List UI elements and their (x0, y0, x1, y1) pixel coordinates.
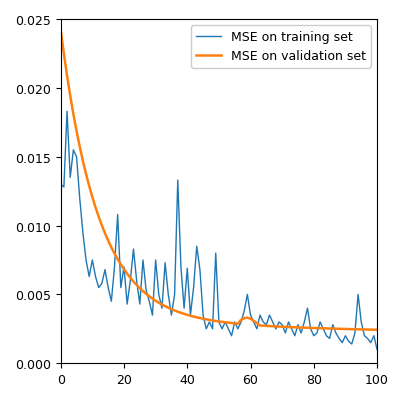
MSE on validation set (137, 286, 142, 291)
MSE on training set (283, 331, 288, 336)
Legend: MSE on training set, MSE on validation set: MSE on training set, MSE on validation s… (191, 26, 371, 68)
MSE on training set (299, 331, 303, 336)
Line: MSE on validation set: MSE on validation set (61, 31, 377, 330)
MSE on validation set (204, 317, 208, 322)
MSE on validation set (296, 325, 301, 330)
MSE on validation set (58, 28, 63, 33)
MSE on validation set (80, 159, 85, 164)
MSE on training set (84, 258, 88, 263)
MSE on validation set (280, 324, 284, 329)
MSE on validation set (375, 328, 379, 332)
MSE on training set (65, 109, 69, 114)
MSE on training set (58, 182, 63, 187)
MSE on training set (207, 320, 212, 324)
Line: MSE on training set: MSE on training set (61, 112, 377, 350)
MSE on training set (375, 347, 379, 352)
MSE on training set (141, 258, 145, 263)
MSE on training set (251, 320, 256, 324)
MSE on validation set (248, 316, 253, 321)
